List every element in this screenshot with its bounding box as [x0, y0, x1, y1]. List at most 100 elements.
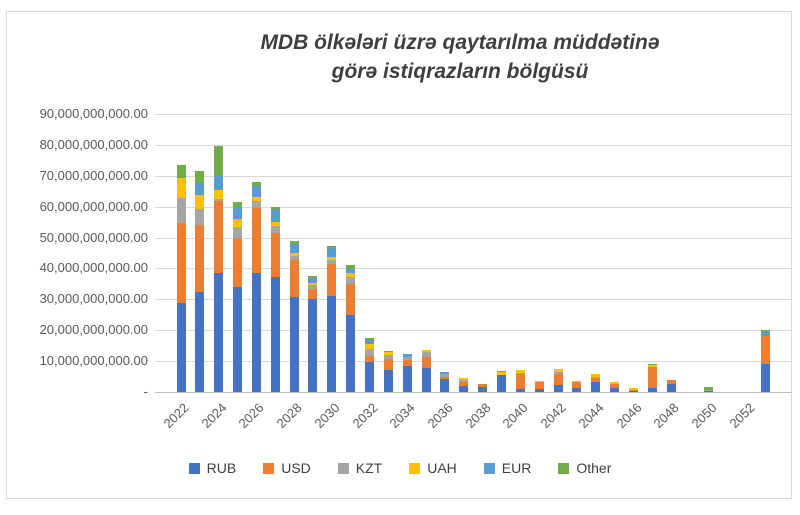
- bar-segment-2042-uah: [553, 369, 563, 373]
- legend-swatch-kzt: [337, 462, 349, 474]
- bar-segment-2027-usd: [270, 232, 280, 277]
- bar-segment-2028-usd: [289, 260, 299, 298]
- bar-segment-2035-rub: [421, 368, 431, 392]
- gridline: [155, 237, 791, 239]
- bar-segment-2030-uah: [327, 257, 337, 261]
- bar-segment-2033-uah: [383, 352, 393, 355]
- bar-segment-2025-uah: [233, 219, 243, 228]
- bar-segment-2035-uah: [421, 349, 431, 353]
- bar-segment-2040-usd: [515, 374, 525, 389]
- bar-segment-2030-rub: [327, 295, 337, 392]
- legend-label-kzt: KZT: [355, 460, 383, 476]
- legend-swatch-uah: [409, 462, 421, 474]
- bar-segment-2046-usd: [629, 389, 639, 392]
- bar-segment-2041-uah: [534, 380, 544, 383]
- gridline: [155, 361, 791, 363]
- bar-segment-2037-kzt: [459, 379, 469, 382]
- bar-segment-2042-rub: [553, 384, 563, 392]
- bar-segment-2023-rub: [195, 291, 205, 392]
- bar-segment-2050-rub: [704, 390, 714, 392]
- legend-label-uah: UAH: [427, 460, 457, 476]
- bar-segment-2024-other: [214, 146, 224, 177]
- gridline: [155, 114, 791, 115]
- legend-swatch-eur: [483, 462, 495, 474]
- bar-segment-2026-usd: [251, 207, 261, 273]
- bar-segment-2044-usd: [591, 377, 601, 383]
- y-axis-tick-label: 70,000,000,000.00: [39, 167, 148, 183]
- bar-segment-2035-usd: [421, 357, 431, 369]
- bar-segment-2047-other: [647, 364, 657, 366]
- bar-segment-2023-usd: [195, 224, 205, 292]
- bar-segment-2044-kzt: [591, 376, 601, 378]
- y-axis-tick-label: 10,000,000,000.00: [39, 353, 148, 369]
- bar-segment-2029-rub: [308, 299, 318, 392]
- bar-segment-2040-kzt: [515, 372, 525, 375]
- bar-segment-2048-rub: [666, 384, 676, 392]
- bar-segment-2036-usd: [440, 376, 450, 380]
- chart-title-line2: görə istiqrazların bölgüsü: [331, 60, 589, 83]
- y-axis-tick-label: 40,000,000,000.00: [39, 260, 148, 276]
- gridline: [155, 299, 791, 301]
- legend-item-uah: UAH: [409, 460, 457, 476]
- bar-segment-2032-uah: [365, 344, 375, 350]
- bar-segment-2047-rub: [647, 388, 657, 392]
- gridline: [155, 268, 791, 270]
- bar-segment-2045-uah: [610, 381, 620, 384]
- bar-segment-2042-usd: [553, 374, 563, 385]
- bar-segment-2031-eur: [346, 269, 356, 274]
- chart-border: [6, 11, 792, 499]
- chart-title-line1: MDB ölkələri üzrə qaytarılma müddətinə: [260, 31, 660, 54]
- bar-segment-2036-eur: [440, 372, 450, 375]
- bar-segment-2047-uah: [647, 365, 657, 368]
- bar-segment-2025-usd: [233, 239, 243, 287]
- bar-segment-2039-eur: [497, 370, 507, 372]
- bar-segment-2032-eur: [365, 339, 375, 345]
- bar-segment-2027-rub: [270, 276, 280, 392]
- bar-segment-2030-other: [327, 245, 337, 249]
- bar-segment-2023-other: [195, 170, 205, 184]
- bar-segment-2031-uah: [346, 273, 356, 278]
- bar-segment-2045-usd: [610, 383, 620, 389]
- bar-segment-2033-kzt: [383, 354, 393, 359]
- bar-segment-2022-uah: [176, 178, 186, 199]
- legend-item-other: Other: [558, 460, 611, 476]
- bar-segment-2024-kzt: [214, 198, 224, 201]
- y-axis-tick-label: -: [143, 384, 148, 399]
- legend-swatch-usd: [263, 462, 275, 474]
- bar-segment-2048-usd: [666, 379, 676, 385]
- bar-segment-2029-kzt: [308, 285, 318, 290]
- x-axis-line: [155, 392, 791, 393]
- bar-segment-2023-kzt: [195, 209, 205, 225]
- bar-segment-2033-rub: [383, 370, 393, 392]
- bar-segment-2022-rub: [176, 303, 186, 392]
- bar-segment-2027-kzt: [270, 226, 280, 233]
- bar-segment-2038-rub: [478, 387, 488, 392]
- bar-segment-2053-usd: [761, 335, 771, 365]
- bar-segment-2031-kzt: [346, 277, 356, 284]
- bar-segment-2038-usd: [478, 383, 488, 388]
- bar-segment-2040-rub: [515, 388, 525, 392]
- bar-segment-2022-other: [176, 164, 186, 179]
- bar-segment-2028-uah: [289, 253, 299, 257]
- bar-segment-2028-rub: [289, 297, 299, 392]
- bar-segment-2045-rub: [610, 388, 620, 392]
- bar-segment-2033-usd: [383, 358, 393, 371]
- y-axis-tick-label: 60,000,000,000.00: [39, 198, 148, 214]
- bar-segment-2030-usd: [327, 264, 337, 296]
- bar-segment-2026-eur: [251, 185, 261, 197]
- bar-segment-2046-rub: [629, 391, 639, 392]
- bar-segment-2035-kzt: [421, 352, 431, 358]
- bar-segment-2043-rub: [572, 387, 582, 392]
- legend-item-kzt: KZT: [337, 460, 383, 476]
- bar-segment-2029-usd: [308, 289, 318, 300]
- bar-segment-2027-uah: [270, 221, 280, 227]
- bar-segment-2047-usd: [647, 367, 657, 389]
- y-axis-tick-label: 80,000,000,000.00: [39, 136, 148, 152]
- bar-segment-2046-uah: [629, 388, 639, 390]
- y-axis-tick-label: 20,000,000,000.00: [39, 322, 148, 338]
- legend-swatch-other: [558, 462, 570, 474]
- gridline: [155, 175, 791, 177]
- bar-segment-2034-kzt: [402, 356, 412, 361]
- bar-segment-2029-uah: [308, 282, 318, 286]
- bar-segment-2026-other: [251, 181, 261, 186]
